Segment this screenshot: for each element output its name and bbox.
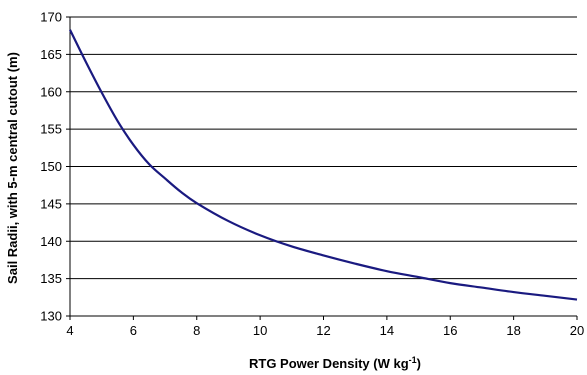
y-tick-label: 140 <box>40 234 62 249</box>
x-tick-label: 10 <box>253 323 267 338</box>
y-axis-title: Sail Radii, with 5-m central cutout (m) <box>5 52 20 284</box>
y-tick-label: 150 <box>40 159 62 174</box>
x-tick-label: 4 <box>66 323 73 338</box>
series-line <box>69 29 578 301</box>
y-tick-label: 155 <box>40 122 62 137</box>
y-tick-label: 170 <box>40 10 62 25</box>
y-tick-label: 130 <box>40 309 62 324</box>
x-tick-label: 12 <box>316 323 330 338</box>
x-tick-label: 14 <box>380 323 394 338</box>
x-axis-title: RTG Power Density (W kg-1) <box>249 355 421 371</box>
y-tick-label: 160 <box>40 84 62 99</box>
y-tick-label: 135 <box>40 271 62 286</box>
series <box>69 29 578 301</box>
x-tick-label: 16 <box>443 323 457 338</box>
axes <box>66 16 578 320</box>
tick-labels: 130 135 140 145 150 155 160 165 170 4 6 8 10 12 14 16 18… <box>40 10 584 339</box>
x-tick-label: 18 <box>506 323 520 338</box>
grid-lines <box>70 16 577 280</box>
y-tick-label: 165 <box>40 47 62 62</box>
x-tick-label: 8 <box>193 323 200 338</box>
y-tick-label: 145 <box>40 196 62 211</box>
x-tick-label: 6 <box>130 323 137 338</box>
x-tick-label: 20 <box>570 323 584 338</box>
